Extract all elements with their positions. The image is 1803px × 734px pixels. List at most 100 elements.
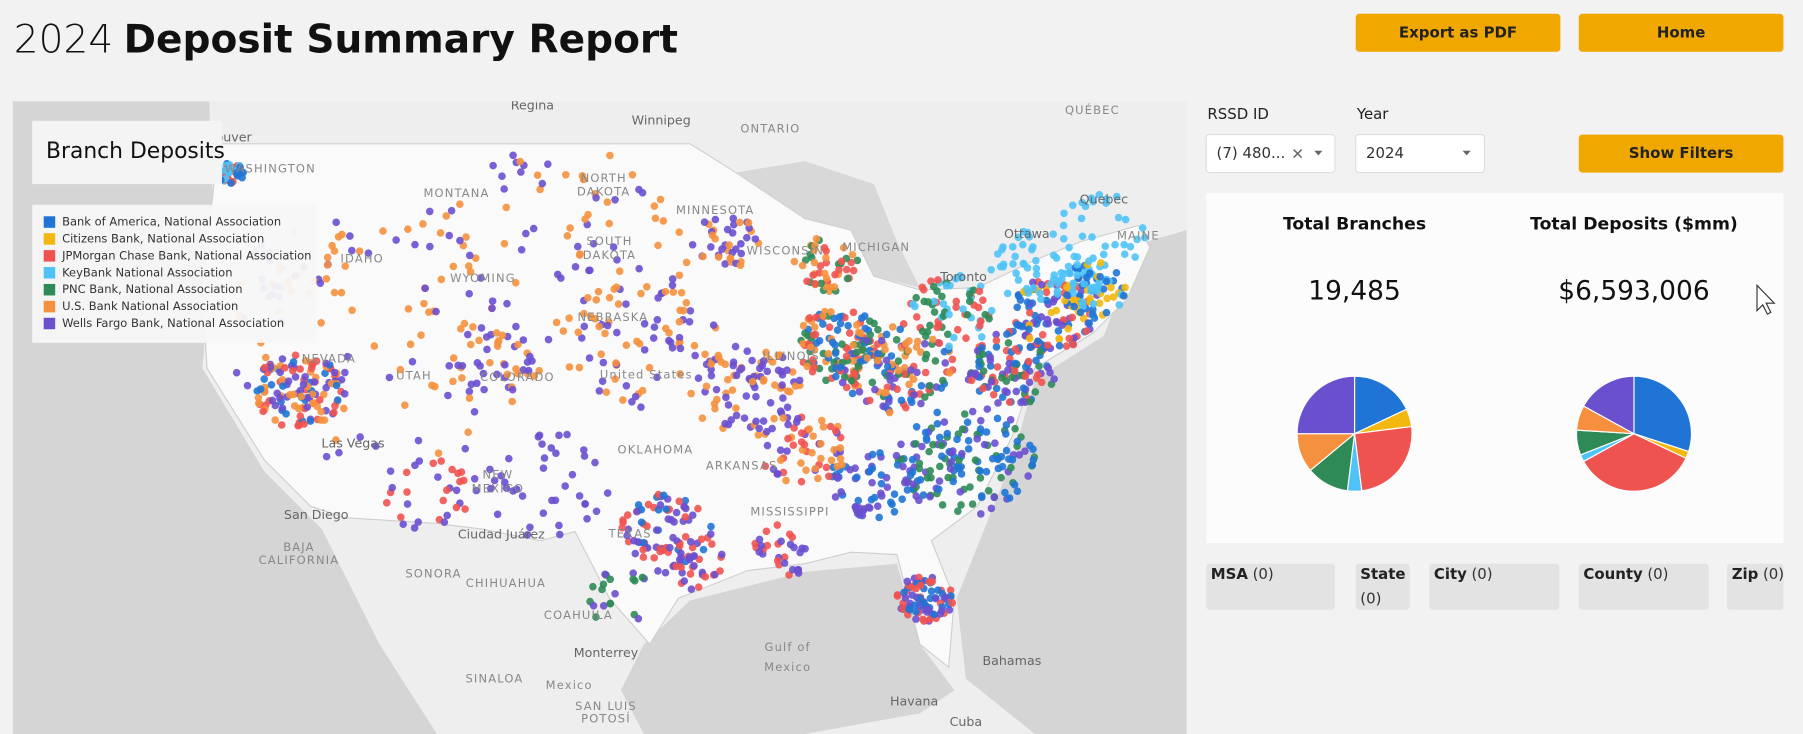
branch-dot (654, 241, 662, 250)
map-label: DAKOTA (577, 185, 630, 199)
branch-dot (811, 279, 819, 288)
branch-dot (893, 385, 901, 393)
branch-dot (505, 454, 513, 463)
branch-dot (729, 214, 738, 223)
filter-chip[interactable] (1727, 563, 1784, 610)
branch-dot (755, 424, 764, 433)
branch-dot (332, 436, 340, 444)
branch-dot (830, 446, 838, 454)
title-main: Deposit Summary Report (124, 17, 678, 62)
branch-dot (725, 241, 733, 249)
branch-dot (452, 486, 461, 495)
branch-dot (1114, 213, 1123, 222)
branch-dot (419, 220, 427, 228)
branch-dot (811, 464, 820, 473)
branch-dot (941, 359, 950, 367)
branch-dot (976, 467, 985, 475)
branch-dot (401, 401, 409, 409)
branch-dot (917, 399, 925, 408)
map-label: UTAH (396, 369, 432, 383)
branch-dot (842, 352, 851, 361)
branch-dot (981, 310, 989, 319)
map-label: CALIFORNIA (259, 553, 340, 567)
branch-dot (332, 381, 341, 390)
branch-dot (904, 346, 913, 355)
branch-dot (895, 366, 903, 375)
branch-dot (580, 309, 588, 318)
branch-dot (836, 363, 845, 372)
rssd-select[interactable] (1205, 134, 1336, 174)
branch-dot (392, 236, 400, 244)
map-title-card (32, 120, 222, 185)
branch-dot (988, 454, 997, 463)
branch-dot (483, 345, 491, 354)
branch-dot (486, 465, 494, 474)
map-label: ONTARIO (740, 121, 800, 135)
branch-dot (639, 553, 648, 561)
branch-dot (471, 254, 480, 262)
header-button[interactable] (1578, 13, 1784, 52)
branch-dot (575, 251, 584, 259)
branch-dot (437, 275, 446, 284)
branch-dot (933, 419, 942, 428)
chip-count: (0) (1763, 565, 1784, 583)
branch-dot (848, 250, 857, 259)
branch-dot (628, 170, 637, 179)
branch-dot (784, 420, 792, 429)
branch-dot (609, 243, 618, 251)
branch-dot (1099, 285, 1108, 293)
branch-dot (1037, 313, 1046, 321)
branch-dot (282, 410, 290, 418)
branch-dot (817, 279, 825, 288)
branch-dot (919, 491, 928, 499)
branch-dot (530, 372, 539, 380)
branch-dot (827, 456, 836, 465)
branch-dot (897, 396, 906, 405)
branch-dot (469, 323, 477, 331)
branch-dot (1014, 292, 1023, 300)
branch-dot (680, 577, 689, 585)
branch-dot (301, 372, 309, 381)
branch-dot (489, 161, 497, 170)
map[interactable]: ReginaWinnipegONTARIOQUÉBECVancouverWASH… (12, 97, 1187, 734)
filter-chip[interactable] (1578, 563, 1709, 610)
branch-dot (449, 262, 458, 271)
show-filters-button[interactable] (1578, 134, 1784, 173)
branch-dot (721, 260, 729, 268)
branch-dot (757, 541, 766, 550)
branch-dot (461, 505, 469, 513)
filter-chip[interactable] (1206, 563, 1336, 610)
branch-dot (701, 350, 709, 359)
year-select[interactable] (1355, 134, 1486, 174)
branch-dot (402, 468, 411, 477)
branch-dot (317, 416, 325, 424)
map-label: QUÉBEC (1065, 102, 1120, 117)
header-button[interactable] (1355, 13, 1561, 52)
branch-dot (1037, 378, 1046, 387)
branch-dot (993, 414, 1002, 423)
branch-dot (1052, 306, 1061, 315)
branch-dot (759, 417, 768, 425)
branch-dot (875, 513, 883, 522)
title-year: 2024 (14, 17, 113, 62)
branch-dot (789, 441, 798, 449)
branch-dot (822, 274, 831, 283)
branch-dot (653, 373, 661, 382)
branch-dot (470, 408, 479, 416)
branch-dot (595, 387, 604, 395)
branch-dot (535, 366, 544, 375)
branch-dot (921, 428, 930, 437)
branch-dot (931, 357, 940, 365)
filter-chip[interactable] (1429, 563, 1560, 610)
filter-chip[interactable] (1355, 563, 1410, 610)
branch-dot (1089, 300, 1098, 308)
branch-dot (497, 472, 506, 480)
branch-dot (335, 448, 343, 457)
branch-dot (853, 473, 861, 482)
branch-dot (414, 436, 423, 445)
branch-dot (1020, 260, 1028, 268)
branch-dot (319, 390, 328, 399)
clear-icon[interactable] (1293, 149, 1303, 159)
branch-dot (962, 334, 970, 343)
branch-dot (1003, 289, 1012, 298)
